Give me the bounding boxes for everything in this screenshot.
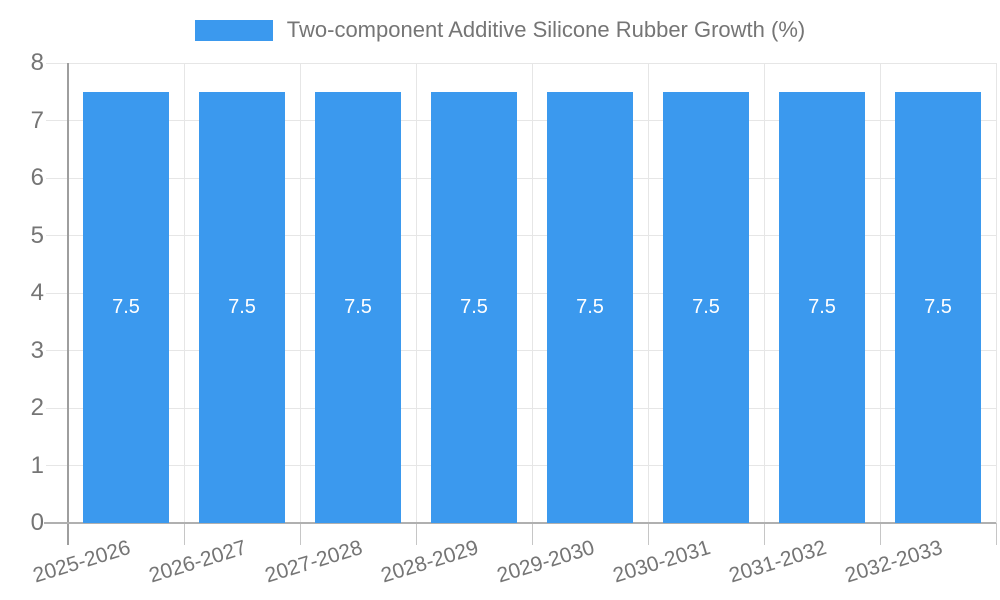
x-axis-label: 2029-2030 [493,536,597,588]
x-axis-line [44,522,996,524]
bar-value-label: 7.5 [808,295,836,318]
y-axis-label: 4 [30,279,44,306]
y-axis-label: 5 [30,221,44,249]
gridline-vertical [763,63,765,523]
x-axis-label: 2025-2026 [29,536,133,588]
x-axis-tick [299,523,301,545]
legend-label: Two-component Additive Silicone Rubber G… [286,17,806,42]
y-axis-label: 7 [30,106,44,134]
bar-2029-2030[interactable]: 7.5 [547,91,633,523]
x-axis-tick [531,523,533,545]
bar-value-label: 7.5 [112,295,140,318]
y-axis-tick [46,235,68,236]
bar-value-label: 7.5 [344,295,372,318]
bar-value-label: 7.5 [228,295,256,318]
gridline-vertical [995,63,997,523]
y-axis-label: 1 [30,451,44,479]
y-axis-tick [46,62,68,64]
x-axis-label: 2028-2029 [377,536,481,588]
gridline-vertical [647,63,649,523]
x-axis-label: 2026-2027 [145,536,249,588]
y-axis-tick [46,465,68,466]
y-axis-tick [46,350,68,351]
y-axis-tick [46,120,68,121]
gridline-vertical [531,63,533,523]
bar-value-label: 7.5 [576,295,604,318]
bar-2026-2027[interactable]: 7.5 [199,91,285,523]
bar-value-label: 7.5 [924,295,952,318]
x-axis-tick [647,523,649,545]
bar-2031-2032[interactable]: 7.5 [779,91,865,523]
gridline-vertical [879,63,881,523]
x-axis-tick [995,523,997,545]
y-axis-label: 0 [30,509,44,536]
y-axis-label: 8 [30,49,44,76]
y-axis-tick [46,177,68,179]
gridline-vertical [299,63,301,523]
bar-2032-2033[interactable]: 7.5 [895,91,981,523]
x-axis-tick [763,523,765,545]
y-axis-label: 6 [30,164,44,191]
x-axis-label: 2027-2028 [261,536,365,588]
legend[interactable]: Two-component Additive Silicone Rubber G… [0,16,1000,44]
x-axis-label: 2031-2032 [725,536,829,588]
x-axis-tick [879,523,881,545]
bar-value-label: 7.5 [692,295,720,318]
gridline-vertical [415,63,417,523]
y-axis-tick [46,292,68,294]
x-axis-label: 2030-2031 [609,536,713,588]
bar-value-label: 7.5 [460,295,488,318]
bar-2030-2031[interactable]: 7.5 [663,91,749,523]
x-axis-label: 2032-2033 [841,536,945,588]
bar-2027-2028[interactable]: 7.5 [315,91,401,523]
y-axis-label: 2 [30,394,44,421]
x-axis-tick [183,523,185,545]
bar-2025-2026[interactable]: 7.5 [83,91,169,523]
y-axis-label: 3 [30,336,44,364]
gridline-vertical [183,63,185,523]
x-axis-tick [415,523,417,545]
y-axis-line [67,63,69,545]
legend-swatch [194,19,273,41]
bar-2028-2029[interactable]: 7.5 [431,91,517,523]
y-axis-tick [46,407,68,409]
